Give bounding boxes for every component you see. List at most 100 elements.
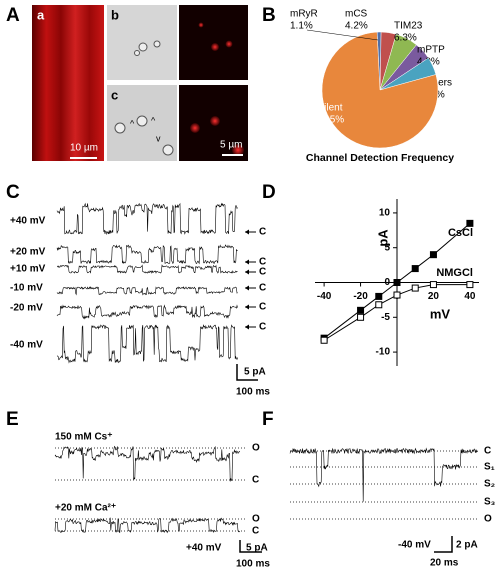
svg-text:v: v (156, 133, 161, 143)
slice-label: Silent (317, 103, 342, 114)
current-trace (54, 445, 241, 482)
level-label: C (259, 257, 266, 268)
arrow-head (245, 304, 249, 310)
slice-value: 78.5% (316, 115, 344, 126)
y-axis-label: pA (375, 229, 390, 247)
panel-label: D (262, 182, 276, 203)
slice-value: 1.1% (290, 21, 313, 32)
marker (393, 279, 401, 286)
level: C (252, 475, 259, 486)
image-b-fluor (179, 5, 248, 80)
marker (393, 291, 401, 299)
x-axis-label: mV (430, 306, 451, 321)
marker (429, 281, 437, 289)
arrow-head (245, 324, 249, 330)
voltage: -40 mV (398, 540, 431, 551)
level-label: C (259, 322, 266, 333)
leader (306, 29, 379, 41)
current-trace (289, 447, 479, 502)
condition: 150 mM Cs⁺ (55, 432, 113, 443)
voltage-label: +40 mV (10, 216, 46, 227)
marker (375, 301, 383, 309)
sublabel: a (37, 7, 45, 22)
scale-label: 2 pA (456, 540, 478, 551)
marker (357, 313, 365, 321)
voltage: +40 mV (186, 543, 222, 554)
scale-label: 10 µm (70, 143, 98, 154)
current-trace (54, 517, 241, 534)
scale-label: 100 ms (236, 559, 270, 570)
arrow-head (245, 269, 249, 275)
slice-value: 4.2% (345, 21, 368, 32)
y-tick-label: 0 (384, 277, 390, 288)
level-label: C (259, 283, 266, 294)
level: O (252, 443, 260, 454)
scale-bar (239, 540, 262, 553)
level-label: C (484, 446, 491, 457)
panel-label: C (6, 182, 20, 203)
arrow-head (245, 229, 249, 235)
arrow-head (245, 285, 249, 291)
panel-label: F (262, 409, 274, 430)
y-tick-label: 10 (379, 208, 391, 219)
voltage-label: -40 mV (10, 340, 43, 351)
current-trace (56, 244, 238, 265)
slice-label: mRyR (290, 9, 318, 20)
voltage-label: +10 mV (10, 264, 46, 275)
current-trace (57, 264, 238, 274)
scale-label: 20 ms (430, 558, 459, 569)
y-tick-label: -5 (381, 312, 390, 323)
voltage-label: +20 mV (10, 247, 46, 258)
marker (375, 292, 383, 300)
arrow-head (245, 259, 249, 265)
level-label: S₃ (484, 497, 496, 508)
scale-bar (434, 536, 453, 553)
svg-text:^: ^ (151, 115, 156, 125)
series-name: CsCl (448, 227, 473, 239)
marker (429, 251, 437, 259)
marker (320, 336, 328, 344)
slice-label: TIM23 (394, 21, 423, 32)
current-trace (56, 286, 238, 296)
marker (466, 281, 474, 289)
pie-slice (321, 31, 439, 149)
sublabel: b (111, 7, 119, 22)
y-tick-label: -10 (376, 347, 391, 358)
scale-label: 5 pA (244, 367, 266, 378)
chart-title: Channel Detection Frequency (306, 152, 454, 164)
level-label: O (484, 514, 492, 525)
level-label: S₂ (484, 479, 495, 490)
scale-bar (236, 364, 258, 381)
level: C (252, 526, 259, 537)
svg-text:^: ^ (130, 118, 135, 128)
marker (411, 265, 419, 273)
voltage-label: -20 mV (10, 303, 43, 314)
marker (357, 306, 365, 314)
x-tick-label: 20 (428, 291, 440, 302)
current-trace (56, 324, 238, 364)
slice-label: mPTP (417, 45, 445, 56)
x-tick-label: -20 (353, 291, 368, 302)
condition: +20 mM Ca²⁺ (55, 503, 116, 514)
panel-label: B (262, 5, 276, 26)
organelles: ^ ^v (114, 22, 244, 156)
level: O (252, 514, 260, 525)
marker (466, 219, 474, 227)
sublabel: c (111, 87, 118, 102)
slice-label: mCS (345, 9, 368, 20)
level-label: C (259, 267, 266, 278)
panel-label: E (6, 409, 19, 430)
panel-label: A (6, 5, 20, 26)
image-a (32, 5, 104, 161)
level-label: C (259, 227, 266, 238)
series-name: NMGCl (436, 267, 473, 279)
x-tick-label: -40 (317, 291, 332, 302)
voltage-label: -10 mV (10, 283, 43, 294)
slice-value: 6.3% (394, 33, 417, 44)
level-label: C (259, 302, 266, 313)
scale-label: 5 pA (246, 543, 268, 554)
image-b-bright (107, 5, 177, 80)
scale-label: 5 µm (220, 140, 242, 151)
marker (411, 284, 419, 292)
